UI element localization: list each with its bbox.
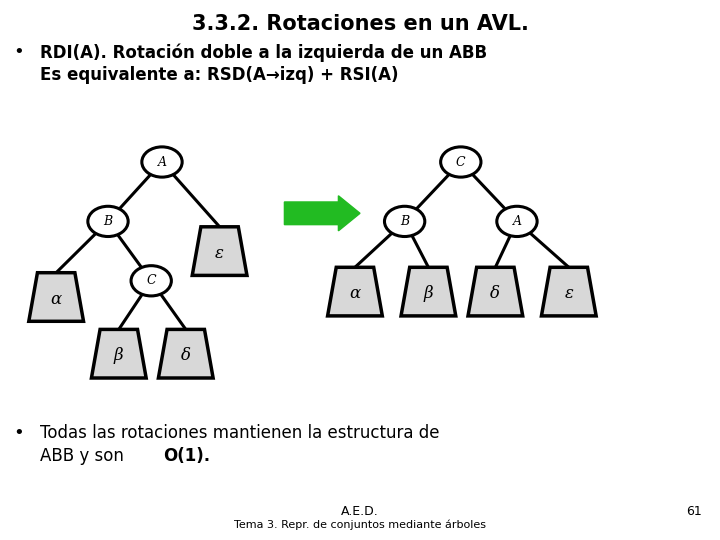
Polygon shape [158,329,213,378]
Text: α: α [50,291,62,308]
Text: Todas las rotaciones mantienen la estructura de: Todas las rotaciones mantienen la estruc… [40,424,439,442]
Text: A.E.D.: A.E.D. [341,505,379,518]
Circle shape [384,206,425,237]
Polygon shape [29,273,84,321]
Polygon shape [91,329,146,378]
Polygon shape [328,267,382,316]
Circle shape [142,147,182,177]
Circle shape [131,266,171,296]
Text: RDI(A). Rotación doble a la izquierda de un ABB: RDI(A). Rotación doble a la izquierda de… [40,43,487,62]
Text: β: β [114,347,124,365]
Text: B: B [400,215,409,228]
Circle shape [88,206,128,237]
Text: δ: δ [181,347,191,365]
Text: ABB y son: ABB y son [40,447,129,465]
Polygon shape [541,267,596,316]
Text: β: β [423,285,433,302]
Text: C: C [146,274,156,287]
Polygon shape [192,227,247,275]
Text: A: A [158,156,166,168]
Text: A: A [513,215,521,228]
Text: •: • [13,424,24,442]
Text: ε: ε [215,245,224,262]
Text: δ: δ [490,285,500,302]
Text: α: α [349,285,361,302]
Polygon shape [401,267,456,316]
Text: 61: 61 [686,505,702,518]
FancyArrow shape [284,195,360,231]
Polygon shape [468,267,523,316]
Text: B: B [104,215,112,228]
Text: 3.3.2. Rotaciones en un AVL.: 3.3.2. Rotaciones en un AVL. [192,14,528,33]
Text: C: C [456,156,466,168]
Circle shape [441,147,481,177]
Text: O(1).: O(1). [163,447,210,465]
Text: ε: ε [564,285,573,302]
Circle shape [497,206,537,237]
Text: Es equivalente a: RSD(A→izq) + RSI(A): Es equivalente a: RSD(A→izq) + RSI(A) [40,66,398,84]
Text: Tema 3. Repr. de conjuntos mediante árboles: Tema 3. Repr. de conjuntos mediante árbo… [234,520,486,530]
Text: •: • [13,43,24,61]
